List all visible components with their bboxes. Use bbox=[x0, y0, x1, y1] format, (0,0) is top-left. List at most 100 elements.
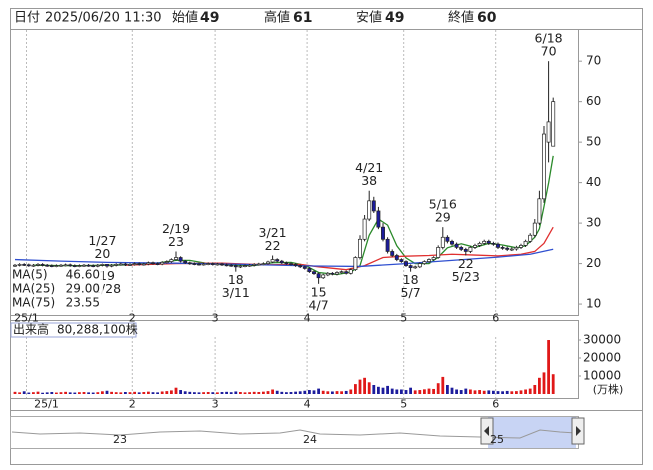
y-tick-label: 50 bbox=[586, 135, 601, 149]
volume-bar bbox=[142, 392, 146, 394]
candle-body bbox=[261, 263, 266, 265]
high-value-label: 20 bbox=[94, 246, 110, 261]
navigator-line bbox=[11, 429, 577, 439]
candle-body bbox=[473, 245, 477, 248]
y-tick-label: 30000 bbox=[583, 333, 621, 347]
volume-bar bbox=[280, 391, 284, 394]
volume-bar bbox=[340, 391, 343, 394]
x-tick-label: 3 bbox=[212, 312, 219, 325]
candle-body bbox=[321, 274, 326, 279]
candle-body bbox=[256, 263, 261, 266]
high-date-label: 1/27 bbox=[88, 233, 116, 248]
candle-body bbox=[187, 262, 192, 265]
candle-body bbox=[26, 264, 31, 267]
candle-body bbox=[86, 264, 91, 267]
x-tick-label: 5 bbox=[400, 398, 407, 411]
volume-bar bbox=[18, 392, 21, 394]
y-tick-label: 20000 bbox=[583, 351, 621, 365]
price-plot-frame bbox=[10, 29, 579, 316]
volume-bar bbox=[446, 385, 449, 394]
volume-bar bbox=[363, 377, 366, 394]
candle-body bbox=[201, 263, 206, 266]
candle-body bbox=[137, 263, 142, 265]
volume-plot-frame bbox=[10, 320, 579, 399]
navigator[interactable] bbox=[10, 416, 585, 449]
volume-bar bbox=[73, 392, 77, 394]
candle-body bbox=[477, 242, 482, 246]
volume-bar bbox=[87, 392, 90, 394]
volume-bar bbox=[165, 391, 169, 394]
volume-total: 80,288,100株 bbox=[57, 322, 138, 337]
volume-bar bbox=[381, 387, 385, 394]
volume-bar bbox=[257, 392, 261, 394]
volume-title-box bbox=[10, 322, 137, 338]
candle-body bbox=[532, 222, 537, 236]
volume-bar bbox=[298, 391, 302, 394]
candle-body bbox=[450, 240, 454, 245]
candle-body bbox=[330, 272, 335, 275]
candle-body bbox=[178, 257, 183, 262]
candle-body bbox=[298, 265, 303, 268]
high-date-label: 5/16 bbox=[429, 197, 457, 212]
volume-bar bbox=[64, 391, 67, 394]
volume-bar bbox=[390, 388, 394, 394]
candle-body bbox=[523, 240, 528, 246]
x-tick-label: 4 bbox=[304, 398, 311, 411]
candle-body bbox=[128, 264, 132, 266]
volume-bar bbox=[551, 374, 555, 394]
volume-bar bbox=[413, 390, 417, 394]
candle-body bbox=[376, 210, 381, 228]
candle-body bbox=[385, 238, 390, 252]
candle-body bbox=[358, 238, 362, 258]
y-tick-label: 10 bbox=[586, 297, 601, 311]
candle-body bbox=[353, 257, 358, 271]
candle-body bbox=[381, 226, 385, 240]
x-tick-label: 2 bbox=[129, 398, 136, 411]
volume-bar bbox=[147, 391, 150, 394]
volume-bar bbox=[372, 385, 376, 394]
volume-bar bbox=[151, 392, 155, 394]
volume-bar bbox=[197, 392, 201, 394]
volume-bar bbox=[59, 392, 63, 394]
volume-bar bbox=[418, 390, 422, 394]
volume-bar bbox=[128, 392, 132, 394]
candle-body bbox=[13, 264, 17, 267]
candle-body bbox=[316, 273, 321, 279]
candle-body bbox=[229, 264, 234, 267]
volume-bar bbox=[308, 390, 311, 394]
high-value-label: 23 bbox=[168, 234, 184, 249]
volume-bar bbox=[409, 387, 412, 394]
candle-body bbox=[45, 264, 50, 267]
volume-bar bbox=[285, 392, 288, 394]
candle-body bbox=[505, 247, 510, 250]
candle-body bbox=[63, 264, 68, 267]
candle-body bbox=[100, 264, 105, 266]
header-value: 49 bbox=[200, 10, 219, 26]
candle-body bbox=[68, 264, 73, 267]
volume-bar bbox=[450, 387, 454, 394]
volume-bar bbox=[220, 392, 224, 394]
candle-body bbox=[431, 257, 436, 260]
candle-body bbox=[454, 243, 459, 248]
candle-body bbox=[22, 264, 27, 266]
volume-bar bbox=[303, 390, 307, 394]
low-value-label: 18 bbox=[228, 272, 244, 287]
high-value-label: 22 bbox=[265, 238, 281, 253]
volume-bar bbox=[137, 392, 141, 394]
candle-body bbox=[408, 265, 413, 268]
candle-body bbox=[284, 262, 289, 265]
candle-body bbox=[270, 259, 275, 263]
candle-body bbox=[279, 260, 284, 264]
candle-body bbox=[486, 240, 491, 244]
low-date-label: 5/7 bbox=[401, 285, 421, 300]
low-value-label: 19 bbox=[99, 268, 115, 283]
volume-bar bbox=[432, 388, 435, 394]
volume-bar bbox=[27, 392, 31, 394]
x-tick-label: 6 bbox=[492, 398, 499, 411]
volume-bar bbox=[289, 392, 293, 394]
candle-body bbox=[132, 263, 137, 265]
high-date-label: 4/21 bbox=[355, 160, 383, 175]
candle-body bbox=[537, 198, 542, 224]
legend-name: MA(75) bbox=[12, 296, 55, 310]
candle-body bbox=[459, 247, 464, 250]
